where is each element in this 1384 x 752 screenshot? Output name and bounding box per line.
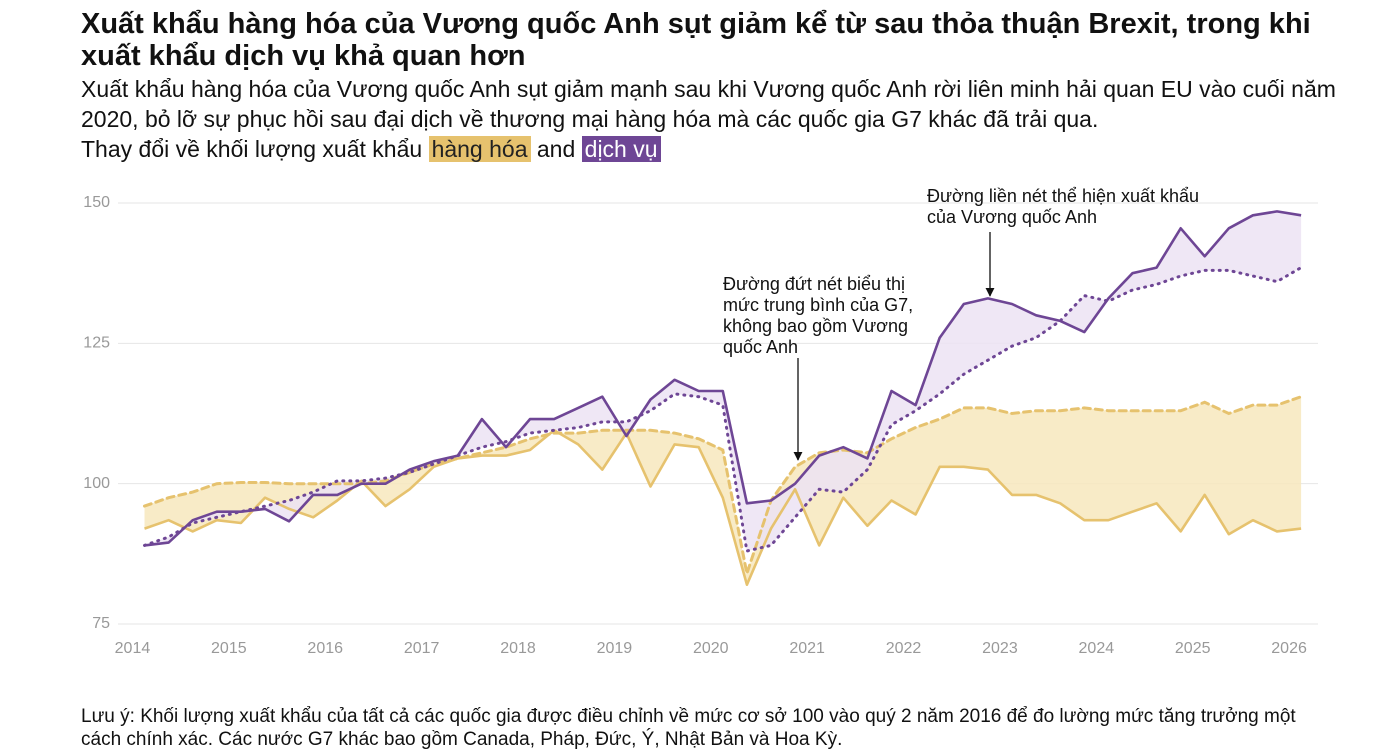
x-tick-label: 2018 [500, 640, 536, 657]
line [144, 210, 1302, 547]
x-tick-label: 2024 [1079, 640, 1115, 657]
x-tick-label: 2017 [404, 640, 440, 657]
x-tick-label: 2020 [693, 640, 729, 657]
gap-fill [144, 396, 1302, 585]
x-tick-label: 2021 [789, 640, 825, 657]
annotation: Đường liền nét thể hiện xuất khẩu [927, 186, 1199, 206]
legend-prefix: Thay đổi về khối lượng xuất khẩu [81, 136, 423, 162]
annotation: của Vương quốc Anh [927, 207, 1097, 227]
x-tick-label: 2026 [1271, 640, 1307, 657]
x-tick-label: 2025 [1175, 640, 1211, 657]
legend-joiner: and [536, 136, 576, 162]
legend: Thay đổi về khối lượng xuất khẩu hàng hó… [81, 134, 661, 164]
x-tick-label: 2022 [886, 640, 922, 657]
note: Lưu ý: Khối lượng xuất khẩu của tất cả c… [81, 706, 1296, 750]
average-line [143, 266, 1303, 553]
x-tick-label: 2019 [597, 640, 633, 657]
chart-title: Xuất khẩu hàng hóa của Vương quốc Anh sụ… [81, 8, 1311, 72]
legend-entry: hàng hóa [428, 136, 531, 162]
legend-entry: dịch vụ [581, 136, 661, 162]
chart-subtitle: Xuất khẩu hàng hóa của Vương quốc Anh sụ… [81, 76, 1336, 132]
x-tick-label: 2023 [982, 640, 1018, 657]
y-tick-label: 150 [83, 194, 110, 211]
annotation: mức trung bình của G7, [723, 295, 913, 315]
x-tick-label: 2016 [307, 640, 343, 657]
gap-fill [144, 211, 1302, 551]
annotation: quốc Anh [723, 337, 798, 357]
annotation: không bao gồm Vương [723, 316, 908, 336]
x-tick-label: 2015 [211, 640, 247, 657]
annotation: Đường đứt nét biểu thị [723, 274, 905, 294]
y-tick-label: 125 [83, 335, 110, 352]
x-tick-label: 2014 [115, 640, 151, 657]
average-line [143, 395, 1303, 580]
y-tick-label: 100 [83, 475, 110, 492]
y-tick-label: 75 [92, 615, 110, 632]
line [144, 429, 1302, 586]
